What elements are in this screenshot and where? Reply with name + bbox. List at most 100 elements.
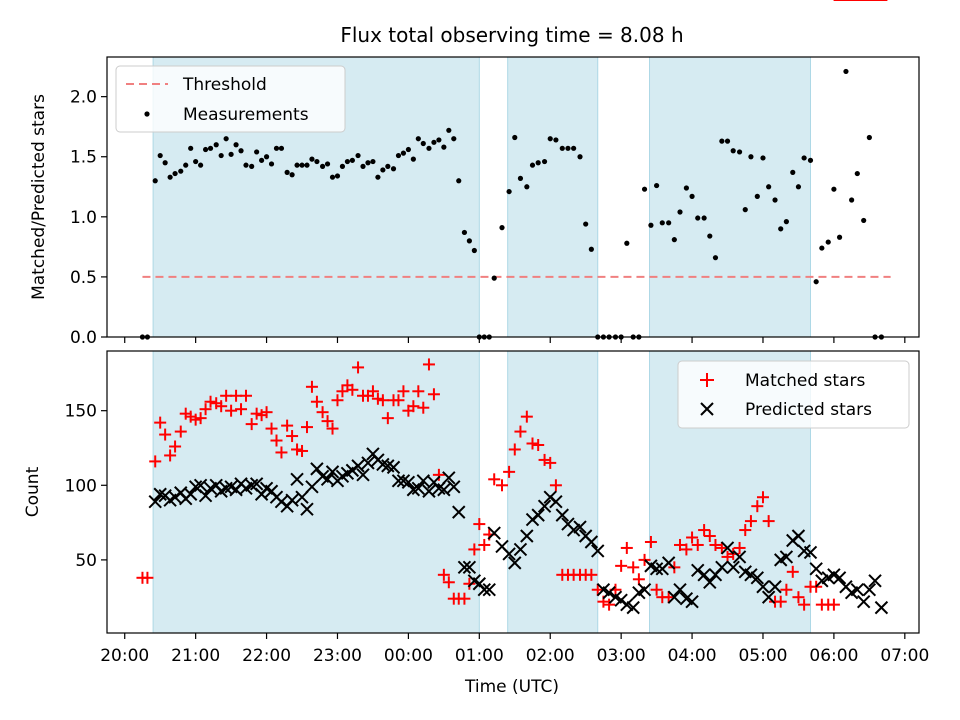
measurement-point [223, 136, 229, 142]
matched-star-point [321, 415, 334, 428]
predicted-star-point [761, 590, 776, 604]
predicted-star-point [573, 520, 587, 534]
matched-star-point [751, 500, 764, 513]
measurement-point [157, 152, 163, 159]
predicted-star-point [310, 462, 324, 476]
measurement-point [712, 255, 719, 261]
predicted-star-point [502, 547, 516, 561]
predicted-star-point [290, 472, 304, 487]
measurement-point [861, 217, 867, 224]
measurement-point [707, 233, 713, 239]
measurement-point [843, 68, 849, 75]
matched-star-point [827, 598, 840, 611]
measurement-point [524, 184, 530, 190]
predicted-star-point [249, 477, 264, 491]
matched-star-point [488, 473, 501, 486]
predicted-star-point [850, 583, 865, 597]
top-panel: 0.00.51.01.52.0 Matched/Predicted stars … [29, 56, 920, 348]
measurement-point [213, 142, 219, 148]
top-y-tick-label: 0.0 [70, 328, 97, 348]
measurement-point [238, 148, 244, 154]
measurement-point [541, 158, 548, 165]
predicted-star-point [691, 563, 705, 578]
measurement-point [294, 162, 300, 168]
measurement-point [152, 178, 158, 184]
predicted-star-point [874, 600, 889, 615]
predicted-star-point [703, 575, 717, 589]
predicted-star-point [591, 544, 605, 558]
measurement-point [254, 149, 260, 155]
matched-star-point [270, 434, 283, 447]
x-tick-label: 05:00 [738, 646, 787, 666]
matched-star-point [305, 380, 318, 393]
measurement-point [334, 173, 341, 179]
bottom-y-axis-label: Count [23, 466, 43, 517]
measurement-point [355, 152, 361, 159]
measurement-point [289, 172, 295, 178]
matched-star-point [585, 568, 598, 581]
matched-star-point [154, 416, 167, 429]
measurement-point [736, 149, 743, 155]
measurement-point [400, 150, 407, 156]
measurement-point [284, 169, 290, 175]
matched-star-point [215, 400, 228, 413]
bottom-y-tick-label: 50 [75, 551, 97, 571]
measurement-point [183, 162, 189, 168]
matched-star-point [798, 598, 811, 611]
predicted-star-point [295, 490, 309, 504]
predicted-star-point [803, 545, 818, 560]
matched-star-point [591, 583, 604, 596]
matched-star-point [296, 444, 309, 457]
measurement-point [461, 229, 468, 236]
measurement-point [748, 154, 754, 160]
predicted-star-point [422, 484, 436, 498]
x-tick-label: 22:00 [242, 646, 291, 666]
matched-star-point [407, 400, 420, 413]
measurement-point [360, 163, 366, 169]
measurement-point [375, 174, 381, 180]
matched-star-point [437, 568, 450, 581]
matched-star-point [520, 410, 533, 423]
measurement-point [807, 157, 814, 163]
matched-star-point [159, 428, 172, 441]
measurement-point [263, 154, 270, 160]
measurement-point [866, 134, 872, 141]
x-tick-label: 03:00 [597, 646, 646, 666]
measurement-point [349, 157, 355, 163]
matched-star-point [141, 571, 154, 584]
predicted-star-point [447, 480, 461, 494]
measurement-point [854, 170, 860, 177]
predicted-star-point [452, 505, 466, 519]
matched-star-point [703, 530, 716, 543]
predicted-stars-points [148, 447, 889, 615]
x-tick-label: 07:00 [880, 646, 929, 666]
measurement-point [547, 136, 553, 142]
matched-star-point [417, 401, 430, 414]
measurement-point [420, 140, 426, 147]
threshold-legend-label: Threshold [182, 75, 267, 95]
predicted-star-point [411, 481, 426, 495]
matched-star-point [686, 531, 699, 544]
matched-star-point [549, 479, 562, 492]
matched-star-point [721, 550, 734, 563]
measurement-point [304, 162, 310, 168]
measurement-point [724, 138, 731, 144]
x-tick-label: 04:00 [668, 646, 717, 666]
matched-star-point [615, 559, 628, 572]
x-tick-label: 21:00 [171, 646, 220, 666]
measurement-point [329, 174, 336, 180]
measurement-point [529, 162, 536, 168]
matched-star-point [526, 437, 539, 450]
predicted-star-point [193, 478, 208, 492]
predicted-star-point [416, 474, 430, 488]
matched-star-point [164, 449, 177, 462]
top-y-axis: 0.0 0.5 1.0 1.5 2.0 [70, 88, 107, 348]
matched-star-point [756, 491, 769, 504]
measurement-point [249, 163, 255, 169]
predicted-star-point [477, 583, 491, 597]
matched-star-point [381, 412, 394, 425]
measurements-legend-label: Measurements [183, 105, 309, 125]
predicted-star-point [768, 580, 782, 594]
matched-star-point [149, 455, 162, 468]
matched-star-point [397, 385, 410, 398]
